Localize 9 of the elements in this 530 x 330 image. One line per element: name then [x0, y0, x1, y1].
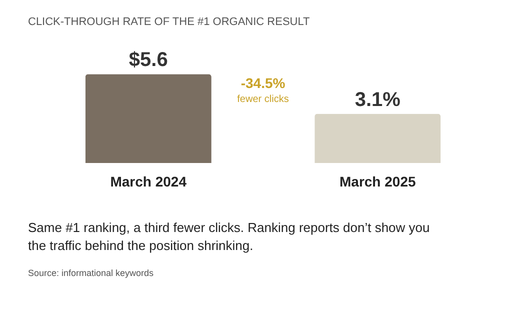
- data-label: 3.1%: [354, 88, 401, 111]
- source-note: Source: informational keywords: [28, 268, 154, 278]
- chart-title: CLICK-THROUGH RATE OF THE #1 ORGANIC RESULT: [28, 16, 310, 28]
- x-tick-label: March 2024: [110, 174, 187, 190]
- data-label: $5.6: [128, 49, 168, 72]
- annotation: -34.5%: [240, 74, 286, 91]
- text: Same #1 ranking, a third fewer clicks. Ranking reports don’t show you the traffic behind the position shrinking.: [28, 220, 430, 253]
- x-tick-label: March 2025: [339, 174, 416, 190]
- annotation: fewer clicks: [237, 94, 289, 105]
